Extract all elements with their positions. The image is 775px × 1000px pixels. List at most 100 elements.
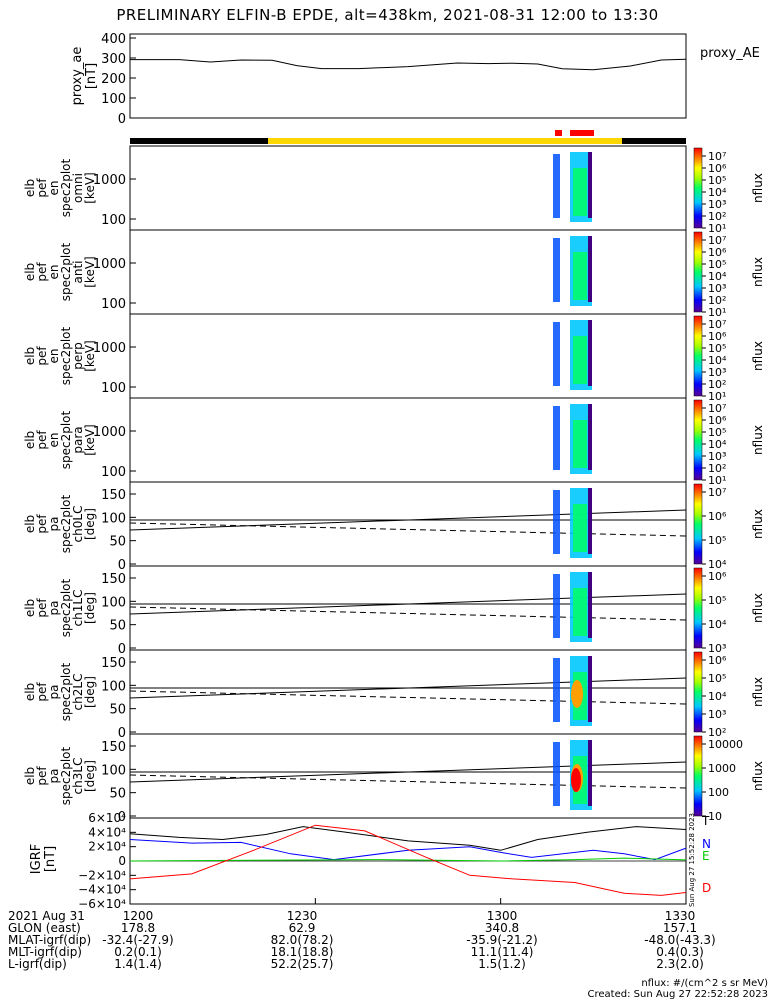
flux-edge [588,236,592,302]
footer-cell: -35.9(-21.2) [466,933,537,947]
colorbar-label: nflux [751,173,765,203]
panel-ylabel: pa [47,685,61,700]
panel-ylabel: pef [35,514,49,534]
footer-cell: 1330 [665,909,696,923]
colorbar-label: nflux [751,341,765,371]
colorbar [693,735,703,817]
ytick-label: 100 [101,679,126,694]
igrf-ytick-label: −4×10⁴ [78,883,126,897]
footer-cell: -32.4(-27.9) [102,933,173,947]
footer-cell: 1.5(1.2) [478,957,526,971]
panel-ylabel: ch2LC [71,674,85,711]
colorbar-tick-label: 10⁴ [708,270,727,283]
colorbar [693,651,703,733]
footer-cell: -48.0(-43.3) [644,933,715,947]
flux-peak [571,680,583,708]
spectrogram-frame-anti [129,229,687,315]
igrf-ytick-label: −6×10⁴ [78,897,126,911]
panel-ylabel: pef [35,682,49,702]
ytick-label: 0 [118,558,126,573]
panel-ylabel: pef [35,598,49,618]
flag-marker [555,130,562,136]
panel-ylabel: spec2plot [59,494,73,553]
colorbar-tick-label: 10⁶ [708,414,727,427]
footer-cell: L-igrf(dip) [8,957,67,971]
panel-ylabel: anti [71,261,85,284]
flux-region-core [573,420,587,468]
colorbar-label: nflux [751,677,765,707]
ytick-label: 100 [101,297,126,312]
igrf-ytick-label: −2×10⁴ [78,868,126,882]
proxy-ae-ylabel-unit: [nT] [84,63,99,89]
colorbar-tick-label: 10³ [708,366,726,379]
flux-edge [588,404,592,470]
colorbar-tick-label: 10² [708,378,726,391]
colorbar-tick-label: 10⁶ [708,162,727,175]
panel-ylabel: spec2plot [59,746,73,805]
proxy-ae-ytick-label: 100 [101,92,126,107]
colorbar-tick-label: 10⁵ [708,672,726,685]
colorbar-tick-label: 10³ [708,198,726,211]
igrf-ytick-label: 0 [118,854,126,868]
colorbar-tick-label: 10⁷ [708,402,726,415]
flux-edge [588,152,592,218]
anti-loss-cone-line [129,606,687,621]
proxy-ae-frame [129,33,687,119]
flux-strip [553,406,560,470]
proxy-ae-ytick-label: 200 [101,72,126,87]
colorbar [693,231,703,313]
panel-ylabel: [keV] [83,172,97,203]
ytick-label: 100 [101,511,126,526]
colorbar-label: nflux [751,593,765,623]
ytick-label: 50 [109,619,126,634]
ytick-label: 50 [109,703,126,718]
panel-ylabel: [deg] [83,508,97,540]
footer-cell: 1230 [287,909,318,923]
colorbar-tick-label: 10¹ [708,390,726,403]
flux-strip [553,742,560,806]
ytick-label: 150 [101,488,126,503]
footer-cell: 157.1 [663,921,697,935]
panel-ylabel: [deg] [83,676,97,708]
ytick-label: 150 [101,656,126,671]
igrf-legend-E: E [702,849,710,863]
panel-ylabel: en [47,433,61,448]
panel-ylabel: spec2plot [59,326,73,385]
ytick-label: 50 [109,787,126,802]
flux-edge [588,740,592,806]
panel-ylabel: en [47,181,61,196]
footer-cell: 0.4(0.3) [656,945,704,959]
flux-strip [553,490,560,554]
colorbar-tick-label: 10⁶ [708,510,727,523]
ytick-label: 0 [118,810,126,825]
colorbar-tick-label: 10² [708,726,726,739]
panel-ylabel: para [71,426,85,453]
panel-ylabel: pef [35,178,49,198]
footer-cell: MLAT-igrf(dip) [8,933,91,947]
footer-cell: 1300 [487,909,518,923]
flux-edge [588,572,592,638]
colorbar-label: nflux [751,257,765,287]
flag-marker [570,130,594,136]
anti-loss-cone-line [129,690,687,705]
colorbar-tick-label: 10³ [708,450,726,463]
spectrogram-frame-omni [129,145,687,231]
colorbar-tick-label: 10⁵ [708,534,726,547]
anti-loss-cone-line [129,774,687,789]
panel-ylabel: en [47,349,61,364]
footer-cell: 178.8 [121,921,155,935]
igrf-ytick-label: 4×10⁴ [88,825,126,839]
ytick-label: 100 [101,465,126,480]
panel-ylabel: en [47,265,61,280]
panel-ylabel: pef [35,766,49,786]
panel-ylabel: spec2plot [59,158,73,217]
igrf-legend-N: N [702,837,711,851]
colorbar-tick-label: 10³ [708,282,726,295]
footer-cell: 1200 [123,909,154,923]
spectrogram-frame-ch2LC [129,649,687,735]
igrf-legend-T: T [701,814,710,828]
proxy-ae-line [130,58,687,71]
panel-ylabel: elb [23,179,37,197]
flux-region-core [573,504,587,552]
footer-cell: 82.0(78.2) [271,933,334,947]
